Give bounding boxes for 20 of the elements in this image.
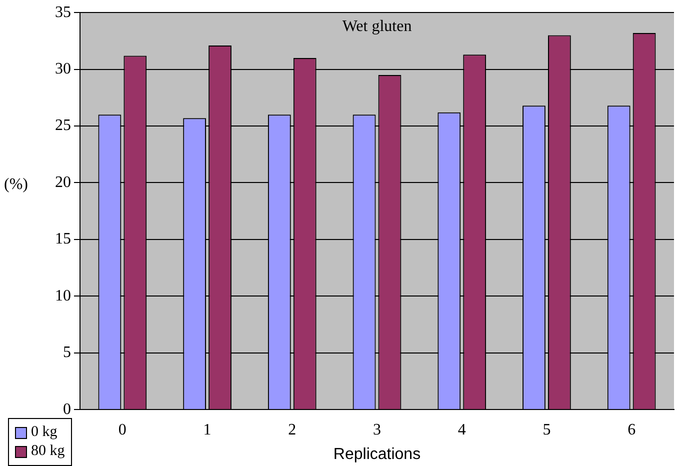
x-tick-label: 3 bbox=[373, 421, 381, 438]
y-tick-label: 30 bbox=[55, 60, 71, 78]
x-tick-label: 1 bbox=[203, 421, 212, 438]
y-tick-label: 5 bbox=[63, 344, 71, 362]
legend-label: 80 kg bbox=[31, 443, 65, 460]
x-tick-label: 0 bbox=[118, 421, 126, 438]
y-tick-label: 10 bbox=[55, 287, 71, 304]
x-tick-label: 6 bbox=[628, 421, 636, 438]
x-tick-label: 5 bbox=[542, 421, 551, 438]
x-tick-label: 2 bbox=[288, 421, 296, 438]
y-axis-title: (%) bbox=[4, 176, 28, 194]
x-tick-label: 4 bbox=[458, 421, 466, 438]
y-tick-label: 0 bbox=[63, 400, 71, 418]
x-axis-title: Replications bbox=[333, 446, 421, 463]
y-tick-label: 25 bbox=[55, 117, 71, 134]
chart-title: Wet gluten bbox=[342, 18, 412, 35]
y-tick-label: 15 bbox=[55, 230, 71, 248]
y-tick-label: 20 bbox=[55, 174, 71, 191]
legend-label: 0 kg bbox=[31, 424, 58, 441]
y-tick-label: 35 bbox=[55, 4, 71, 21]
